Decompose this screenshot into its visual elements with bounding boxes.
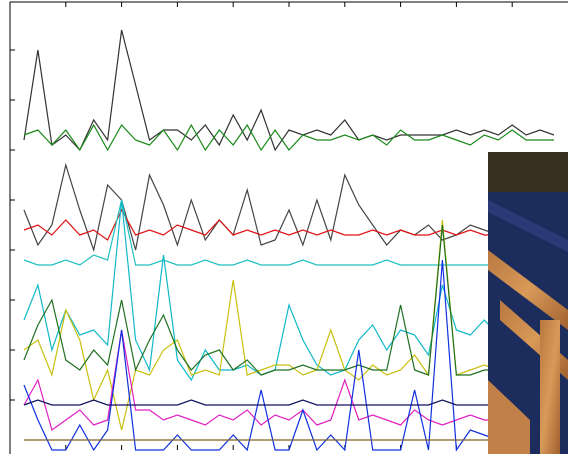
- series-line: [24, 210, 554, 240]
- series-line: [24, 125, 554, 150]
- series-line: [24, 220, 554, 430]
- plot-area: [10, 2, 568, 454]
- page: {"chart_data": {"type": "line", "xlim": …: [0, 0, 568, 454]
- photo: [488, 152, 568, 454]
- series-line: [24, 225, 554, 375]
- chart: [0, 0, 568, 454]
- series-line: [24, 30, 554, 150]
- series-line: [24, 400, 554, 405]
